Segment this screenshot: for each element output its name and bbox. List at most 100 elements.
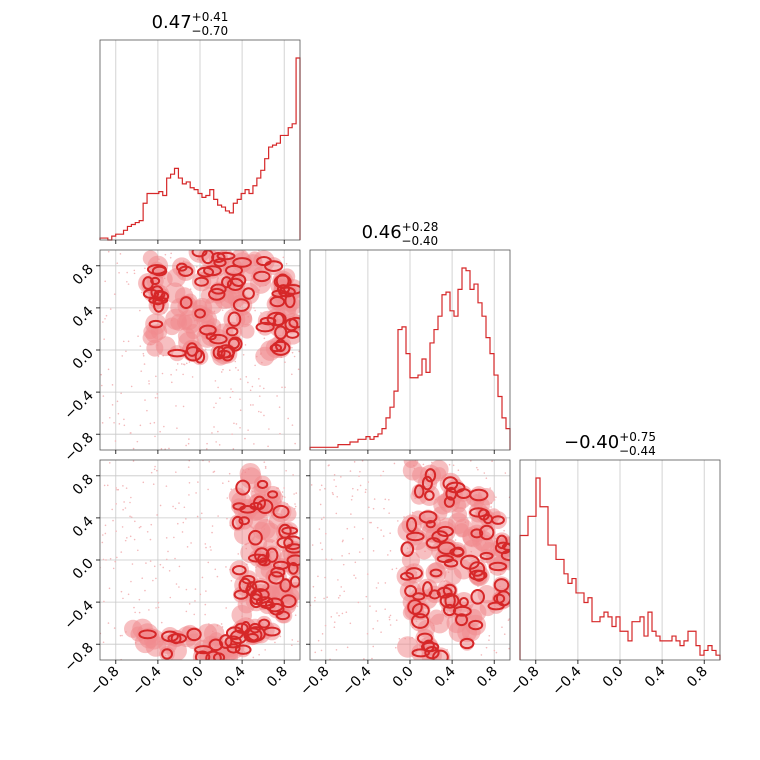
scatter-point bbox=[276, 395, 278, 397]
scatter-point bbox=[323, 516, 325, 519]
scatter-point bbox=[134, 611, 136, 614]
scatter-point bbox=[130, 385, 133, 388]
contour-line bbox=[442, 583, 457, 597]
scatter-point bbox=[161, 372, 164, 375]
scatter-point bbox=[150, 471, 153, 474]
scatter-point bbox=[107, 250, 110, 253]
scatter-point bbox=[127, 593, 130, 596]
contour-line bbox=[436, 554, 454, 564]
contour-line bbox=[251, 580, 270, 593]
scatter-point bbox=[139, 424, 142, 427]
scatter-point bbox=[335, 649, 338, 651]
scatter-point bbox=[206, 442, 208, 445]
contour-line bbox=[267, 490, 279, 499]
contour-line bbox=[439, 592, 460, 609]
density-fill bbox=[228, 487, 247, 506]
scatter-point bbox=[197, 481, 199, 483]
scatter-point bbox=[351, 495, 354, 497]
y-tick-label: 0.4 bbox=[70, 303, 97, 330]
density-fill bbox=[281, 303, 297, 319]
scatter-point bbox=[126, 280, 128, 283]
scatter-point bbox=[156, 397, 159, 399]
scatter-point bbox=[263, 461, 266, 463]
y-tick-label: 0.0 bbox=[70, 346, 97, 373]
scatter-point bbox=[291, 424, 294, 426]
scatter-point bbox=[354, 561, 357, 564]
scatter-point bbox=[353, 461, 356, 463]
contour-line bbox=[151, 265, 168, 277]
scatter-point bbox=[230, 388, 232, 390]
scatter-point bbox=[335, 485, 337, 488]
scatter-point bbox=[330, 558, 333, 561]
scatter-point bbox=[149, 422, 152, 425]
scatter-point bbox=[165, 485, 168, 487]
scatter-point bbox=[282, 256, 285, 259]
scatter-point bbox=[138, 611, 141, 614]
contour-line bbox=[407, 599, 423, 615]
contour-line bbox=[265, 547, 279, 563]
density-fill bbox=[239, 323, 255, 339]
contour-line bbox=[259, 600, 276, 610]
scatter-point bbox=[485, 646, 488, 649]
scatter-point bbox=[319, 542, 322, 544]
contour-layer bbox=[310, 460, 510, 660]
contour-line bbox=[186, 627, 202, 642]
scatter-point bbox=[211, 531, 213, 534]
scatter-point bbox=[129, 515, 131, 518]
scatter-point bbox=[345, 611, 348, 614]
title-value: −0.40 bbox=[564, 432, 619, 453]
scatter-point bbox=[369, 521, 371, 524]
scatter-point bbox=[234, 360, 237, 363]
scatter-point bbox=[215, 441, 217, 443]
contour-line bbox=[232, 257, 252, 268]
scatter-point bbox=[199, 593, 202, 596]
scatter-point bbox=[188, 494, 190, 496]
scatter-point bbox=[214, 568, 217, 571]
scatter-point bbox=[384, 582, 387, 584]
scatter-point bbox=[121, 355, 124, 357]
scatter-point bbox=[508, 647, 510, 650]
contour-line bbox=[422, 581, 433, 597]
contour-line bbox=[278, 523, 292, 539]
scatter-point bbox=[119, 634, 122, 637]
scatter-point bbox=[222, 368, 224, 371]
histogram-panel-3: −0.8 −0.4 0.0 0.4 0.8 −0.40+0.75 −0.44 bbox=[507, 430, 721, 699]
scatter-point bbox=[365, 488, 367, 491]
scatter-point bbox=[372, 627, 375, 630]
scatter-point bbox=[199, 518, 202, 520]
scatter-point bbox=[149, 560, 152, 562]
scatter-point bbox=[102, 641, 105, 644]
contour-line bbox=[234, 644, 252, 655]
scatter-point bbox=[100, 384, 103, 387]
scatter-point bbox=[107, 368, 110, 371]
scatter-point bbox=[480, 654, 483, 656]
scatter-point bbox=[176, 522, 179, 525]
scatter-point bbox=[207, 561, 210, 564]
contour-layer bbox=[100, 250, 300, 450]
scatter-point bbox=[247, 429, 249, 431]
scatter-point bbox=[121, 634, 123, 637]
contour-line bbox=[199, 324, 217, 336]
scatter-point bbox=[237, 369, 239, 371]
scatter-point bbox=[283, 496, 286, 498]
scatter-point bbox=[131, 563, 134, 565]
contour-line bbox=[425, 519, 436, 529]
scatter-point bbox=[454, 539, 457, 541]
scatter-point bbox=[149, 538, 152, 541]
scatter-point bbox=[155, 375, 157, 378]
scatter-point bbox=[291, 639, 294, 641]
scatter-point bbox=[204, 348, 207, 351]
contour-panel-3: −0.8 −0.4 0.0 0.4 0.8 bbox=[297, 459, 511, 699]
scatter-point bbox=[122, 508, 124, 511]
scatter-point bbox=[225, 566, 227, 568]
density-fill bbox=[177, 327, 196, 345]
scatter-point bbox=[171, 381, 173, 384]
scatter-point bbox=[200, 512, 203, 515]
scatter-point bbox=[220, 623, 223, 625]
scatter-point bbox=[217, 386, 219, 389]
scatter-point bbox=[253, 307, 255, 309]
title-lower-error: −0.70 bbox=[191, 24, 228, 38]
scatter-point bbox=[140, 370, 143, 372]
contour-line bbox=[279, 578, 292, 593]
contour-line bbox=[406, 516, 418, 533]
